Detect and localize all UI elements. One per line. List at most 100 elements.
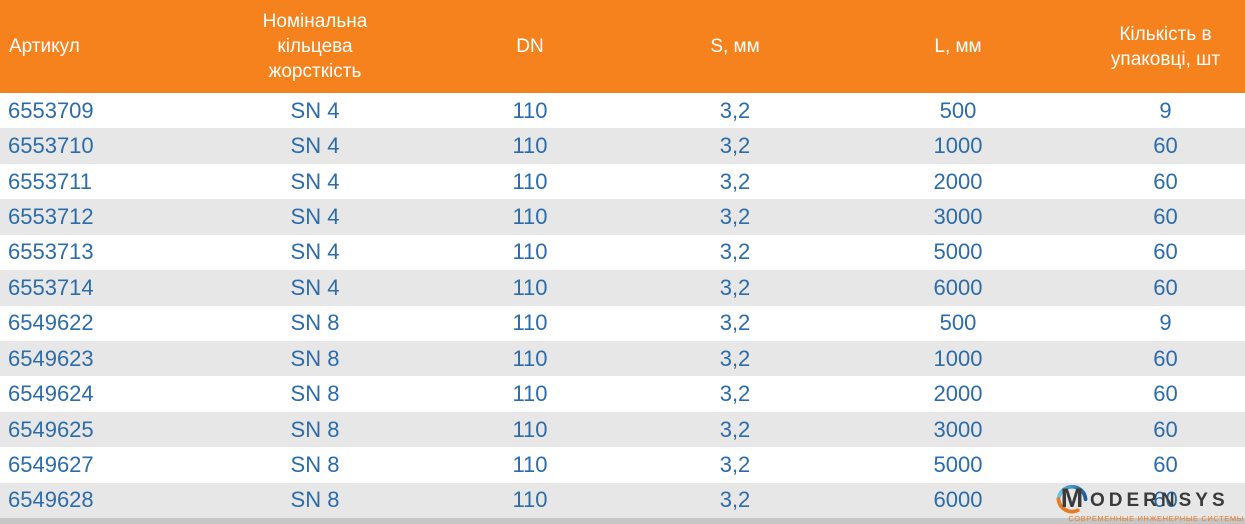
table-row: 6553713 SN 4 110 3,2 5000 60 [0, 234, 1245, 271]
column-header-3: S, мм [640, 0, 830, 93]
table-cell: SN 8 [290, 451, 340, 477]
table-cell: SN 4 [290, 203, 340, 229]
table-cell: 6549627 [8, 451, 94, 477]
table-row: 6549622 SN 8 110 3,2 500 9 [0, 305, 1245, 341]
table-cell: 2000 [933, 168, 983, 194]
table-cell: SN 4 [290, 97, 340, 123]
table-cell: SN 4 [290, 274, 340, 300]
table-row: 6549627 SN 8 110 3,2 5000 60 [0, 447, 1245, 483]
table-cell: 3,2 [719, 487, 751, 513]
table-cell: 3,2 [719, 239, 751, 265]
table-cell: SN 8 [290, 381, 340, 407]
table-cell: 5000 [933, 451, 983, 477]
table-cell: 6549623 [8, 345, 94, 371]
table-cell: 3,2 [719, 274, 751, 300]
table-cell: 110 [512, 310, 548, 336]
column-header-label: S, мм [710, 36, 760, 57]
table-cell: 6549622 [8, 310, 94, 336]
table-cell: 1000 [933, 345, 983, 371]
table-body: 6553709 SN 4 110 3,2 500 9 6553710 SN 4 110 3,2 10… [0, 93, 1245, 519]
table-cell: 60 [1153, 203, 1178, 229]
table-cell: 1000 [933, 133, 983, 159]
table-cell: 6549624 [8, 381, 94, 407]
table-cell: 3,2 [719, 416, 751, 442]
table-cell: 9 [1159, 97, 1172, 123]
table-cell: 110 [512, 203, 548, 229]
table-row: 6553714 SN 4 110 3,2 6000 60 [0, 270, 1245, 306]
table-cell: 110 [512, 133, 548, 159]
table-cell: 6553710 [8, 133, 94, 159]
table-row: 6553711 SN 4 110 3,2 2000 60 [0, 163, 1245, 200]
table-cell: 2000 [933, 381, 983, 407]
table-cell: 60 [1153, 168, 1178, 194]
table-cell: 60 [1153, 451, 1178, 477]
table-cell: 110 [512, 451, 548, 477]
table-cell: 6000 [933, 487, 983, 513]
table-cell: 3000 [933, 203, 983, 229]
column-header-label: Номінальна кільцева жорсткість [262, 11, 368, 82]
table-cell: 6549625 [8, 416, 94, 442]
table-cell: 60 [1153, 381, 1178, 407]
table-row: 6553710 SN 4 110 3,2 1000 60 [0, 128, 1245, 164]
column-header-0: Артикул [0, 0, 210, 93]
table-cell: SN 4 [290, 168, 340, 194]
table-cell: 110 [512, 239, 548, 265]
table-cell: 3,2 [719, 168, 751, 194]
table-cell: 110 [512, 168, 548, 194]
table-cell: SN 8 [290, 345, 340, 371]
table-cell: 60 [1153, 345, 1178, 371]
column-header-label: L, мм [934, 36, 982, 57]
table-cell: 3,2 [719, 203, 751, 229]
table-row: 6553709 SN 4 110 3,2 500 9 [0, 93, 1245, 129]
table-cell: SN 4 [290, 239, 340, 265]
table-cell: 500 [939, 97, 977, 123]
table-cell: 3000 [933, 416, 983, 442]
table-cell: 6553713 [8, 239, 94, 265]
column-header-label: Кількість в упаковці, шт [1110, 23, 1221, 70]
table-cell: 500 [939, 310, 977, 336]
table-cell: 9 [1159, 310, 1172, 336]
table-cell: 60 [1153, 239, 1178, 265]
table-cell: SN 8 [290, 416, 340, 442]
table-cell: 6553712 [8, 203, 94, 229]
table-cell: 60 [1153, 133, 1178, 159]
table-cell: SN 8 [290, 487, 340, 513]
table-cell: 5000 [933, 239, 983, 265]
column-header-label: Артикул [9, 36, 80, 57]
table-cell: 3,2 [719, 345, 751, 371]
column-header-4: L, мм [830, 0, 1086, 93]
column-header-5: Кількість в упаковці, шт [1086, 0, 1245, 93]
table-row: 6549625 SN 8 110 3,2 3000 60 [0, 411, 1245, 448]
table-cell: 3,2 [719, 97, 751, 123]
table-cell: 3,2 [719, 310, 751, 336]
table-cell: 110 [512, 487, 548, 513]
table-cell: 110 [512, 416, 548, 442]
table-cell: 60 [1153, 274, 1178, 300]
table-cell: 110 [512, 345, 548, 371]
table-cell: 3,2 [719, 381, 751, 407]
table-cell: 6553714 [8, 274, 94, 300]
table-cell: SN 8 [290, 310, 340, 336]
table-cell: 6553709 [8, 97, 94, 123]
bottom-strip [0, 518, 1245, 524]
column-header-1: Номінальна кільцева жорсткість [210, 0, 420, 93]
table-cell: 6549628 [8, 487, 94, 513]
table-cell: 6000 [933, 274, 983, 300]
table-cell: 60 [1153, 487, 1178, 513]
table-cell: 3,2 [719, 133, 751, 159]
table-row: 6549628 SN 8 110 3,2 6000 60 [0, 482, 1245, 519]
table-cell: 6553711 [8, 168, 93, 194]
table-cell: 3,2 [719, 451, 751, 477]
column-header-label: DN [516, 36, 544, 57]
table-header-row: Артикул Номінальна кільцева жорсткість DN S… [0, 0, 1245, 93]
table-row: 6549623 SN 8 110 3,2 1000 60 [0, 340, 1245, 377]
table-cell: 110 [512, 381, 548, 407]
table-cell: 110 [512, 274, 548, 300]
column-header-2: DN [420, 0, 640, 93]
table-row: 6549624 SN 8 110 3,2 2000 60 [0, 376, 1245, 412]
table-cell: 110 [512, 97, 548, 123]
table-row: 6553712 SN 4 110 3,2 3000 60 [0, 199, 1245, 235]
table-cell: SN 4 [290, 133, 340, 159]
table-cell: 60 [1153, 416, 1178, 442]
